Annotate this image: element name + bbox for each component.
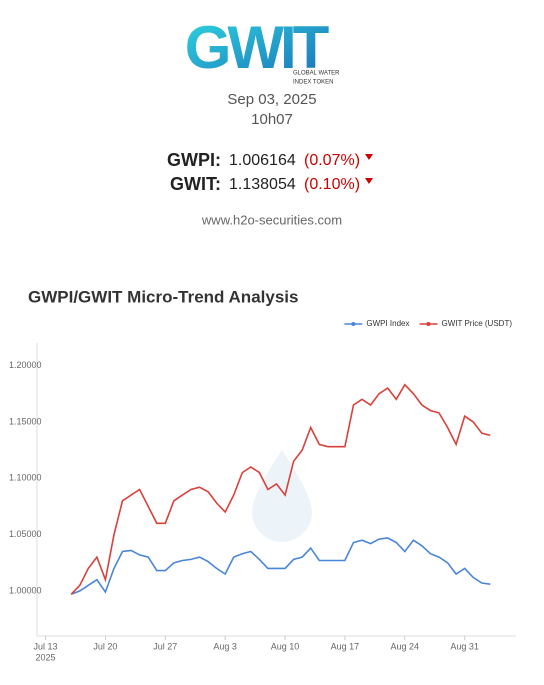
- logo: GWIT: [185, 14, 329, 81]
- logo-subtitle: INDEX TOKEN: [293, 80, 333, 86]
- x-tick-label: Aug 31: [450, 641, 479, 651]
- quote-symbol: GWIT:: [170, 174, 221, 194]
- x-tick-label: Aug 24: [391, 641, 420, 651]
- series-line: [70, 383, 491, 595]
- legend-label: GWPI Index: [366, 319, 409, 328]
- x-tick-label: Jul 13: [34, 641, 58, 651]
- logo-subtitle: GLOBAL WATER: [293, 71, 340, 77]
- y-tick-label: 1.15000: [9, 416, 42, 426]
- time: 10h07: [251, 111, 293, 128]
- x-tick-label: Aug 10: [271, 641, 300, 651]
- legend-dot: [426, 322, 431, 326]
- quote-value: 1.138054: [229, 176, 296, 193]
- x-tick-label: Jul 27: [153, 641, 177, 651]
- chart-title: GWPI/GWIT Micro-Trend Analysis: [28, 287, 298, 306]
- date: Sep 03, 2025: [227, 91, 316, 108]
- x-tick-label: Aug 3: [213, 641, 237, 651]
- quote-symbol: GWPI:: [167, 150, 221, 170]
- down-arrow: [365, 154, 373, 160]
- x-tick-label: Jul 20: [93, 641, 117, 651]
- y-tick-label: 1.00000: [9, 585, 42, 595]
- down-arrow: [365, 178, 373, 184]
- website: www.h2o-securities.com: [201, 212, 342, 227]
- x-tick-label: Aug 17: [331, 641, 360, 651]
- quote-value: 1.006164: [229, 152, 296, 169]
- legend-label: GWIT Price (USDT): [441, 319, 512, 328]
- y-tick-label: 1.10000: [9, 473, 42, 483]
- quote-change: (0.10%): [304, 176, 360, 193]
- y-tick-label: 1.05000: [9, 529, 42, 539]
- y-tick-label: 1.20000: [9, 360, 42, 370]
- quote-change: (0.07%): [304, 152, 360, 169]
- series-line: [70, 537, 491, 596]
- legend-dot: [351, 322, 356, 326]
- x-year-label: 2025: [36, 652, 56, 662]
- watermark: [252, 450, 312, 542]
